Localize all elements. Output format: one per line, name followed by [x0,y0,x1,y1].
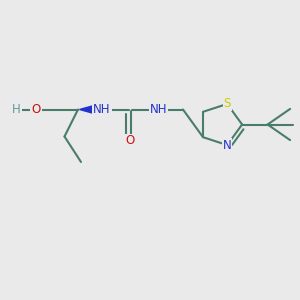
Polygon shape [80,106,94,113]
Text: H: H [12,103,21,116]
Text: NH: NH [150,103,167,116]
Text: S: S [224,98,231,110]
Text: NH: NH [93,103,111,116]
Text: O: O [126,134,135,148]
Text: N: N [223,139,232,152]
Text: O: O [32,103,40,116]
